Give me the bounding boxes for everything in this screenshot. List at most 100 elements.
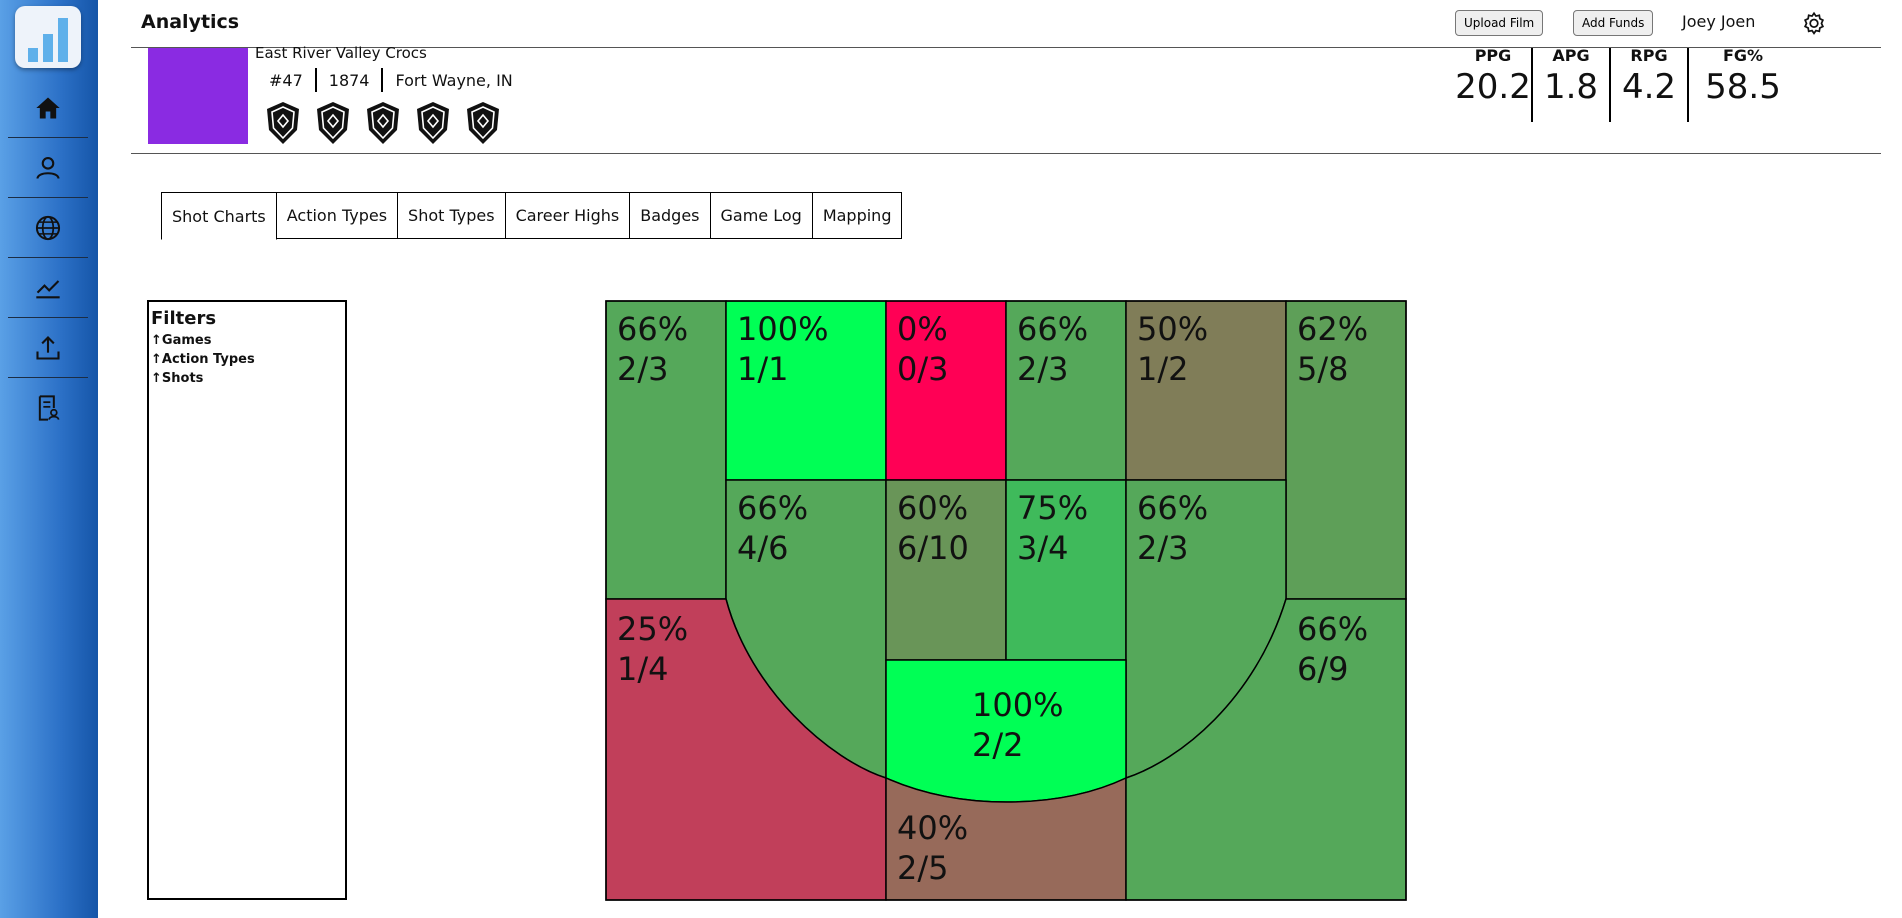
tab-career-highs[interactable]: Career Highs [504, 192, 631, 239]
stat-value: 1.8 [1543, 67, 1599, 107]
stat-value: 4.2 [1621, 67, 1677, 107]
arrow-up-icon: ↑ [151, 333, 162, 348]
filters-title: Filters [151, 308, 217, 329]
sidebar [0, 0, 98, 918]
zone-right-baseline-inner[interactable] [1005, 300, 1127, 481]
stat-ppg: PPG 20.2 [1455, 46, 1533, 122]
nav-profile[interactable] [8, 138, 88, 198]
app-logo[interactable] [15, 6, 81, 68]
badge-shield-icon[interactable] [463, 100, 503, 146]
stat-value: 20.2 [1455, 67, 1531, 107]
zone-ratio-label: 2/3 [617, 350, 669, 388]
page-title: Analytics [141, 11, 240, 33]
stat-rpg: RPG 4.2 [1611, 46, 1689, 122]
zone-pct-label: 25% [617, 610, 688, 648]
upload-film-button[interactable]: Upload Film [1455, 10, 1544, 36]
top-bar: Analytics Upload Film Add Funds Joey Joe… [131, 0, 1881, 48]
badge-list [263, 100, 503, 146]
badge-shield-icon[interactable] [363, 100, 403, 146]
zone-pct-label: 66% [617, 310, 688, 348]
report-icon [38, 395, 60, 421]
zone-ratio-label: 4/6 [737, 529, 789, 567]
filters-panel: Filters ↑Games ↑Action Types ↑Shots [147, 300, 347, 900]
filter-list: ↑Games ↑Action Types ↑Shots [151, 333, 343, 386]
player-profile: East River Valley Crocs #47 1874 Fort Wa… [131, 44, 1881, 154]
filter-label: Action Types [161, 352, 255, 367]
tab-bar: Shot Charts Action Types Shot Types Career … [161, 192, 903, 240]
filter-label: Shots [161, 371, 204, 386]
avatar [148, 48, 248, 144]
player-number: #47 [269, 70, 303, 90]
tab-action-types[interactable]: Action Types [275, 192, 399, 239]
zone-pct-label: 50% [1137, 310, 1208, 348]
add-funds-button[interactable]: Add Funds [1573, 10, 1654, 36]
stat-label: FG% [1722, 46, 1764, 65]
nav-analytics[interactable] [8, 258, 88, 318]
zone-pct-label: 66% [737, 489, 808, 527]
bar-chart-icon [28, 18, 68, 62]
zone-ratio-label: 3/4 [1017, 529, 1069, 567]
user-icon [36, 156, 60, 179]
stat-apg: APG 1.8 [1533, 46, 1611, 122]
zone-ratio-label: 6/9 [1297, 650, 1349, 688]
chart-line-icon [36, 279, 60, 298]
filter-label: Games [161, 333, 212, 348]
zone-top-key-three[interactable] [885, 776, 1127, 901]
zone-ratio-label: 2/2 [972, 726, 1024, 764]
arrow-up-icon: ↑ [151, 352, 162, 367]
nav-reports[interactable] [8, 378, 88, 438]
shot-chart: 66%2/3100%1/10%0/366%2/350%1/262%5/866%4… [605, 300, 1407, 901]
team-name: East River Valley Crocs [255, 44, 427, 62]
zone-pct-label: 66% [1017, 310, 1088, 348]
zone-paint-right[interactable] [1005, 479, 1127, 661]
badge-shield-icon[interactable] [263, 100, 303, 146]
upload-icon [36, 335, 60, 360]
arrow-up-icon: ↑ [151, 371, 162, 386]
zone-pct-label: 60% [897, 489, 968, 527]
tab-game-log[interactable]: Game Log [709, 192, 813, 239]
player-meta: #47 1874 Fort Wayne, IN [269, 68, 513, 92]
zone-ratio-label: 5/8 [1297, 350, 1349, 388]
player-year: 1874 [328, 70, 370, 90]
zone-ratio-label: 1/2 [1137, 350, 1189, 388]
stat-value: 58.5 [1705, 67, 1781, 107]
zone-right-corner-deep[interactable] [1285, 300, 1407, 600]
divider [314, 68, 317, 92]
zone-pct-label: 0% [897, 310, 948, 348]
filter-games[interactable]: ↑Games [151, 333, 343, 348]
zone-pct-label: 40% [897, 809, 968, 847]
zone-paint-left[interactable] [885, 479, 1007, 661]
divider [381, 68, 384, 92]
zone-right-wing-three[interactable] [1125, 598, 1407, 901]
zone-pct-label: 100% [737, 310, 828, 348]
gear-icon[interactable] [1801, 10, 1827, 36]
filter-shots[interactable]: ↑Shots [151, 371, 343, 386]
filter-action-types[interactable]: ↑Action Types [151, 352, 343, 367]
player-location: Fort Wayne, IN [395, 70, 513, 90]
tab-mapping[interactable]: Mapping [811, 192, 903, 239]
tab-shot-types[interactable]: Shot Types [397, 192, 506, 239]
globe-icon [35, 215, 61, 240]
zone-pct-label: 62% [1297, 310, 1368, 348]
stat-label: APG [1552, 46, 1590, 65]
username: Joey Joen [1682, 12, 1756, 31]
tab-badges[interactable]: Badges [629, 192, 711, 239]
zone-ratio-label: 2/5 [897, 849, 949, 887]
zone-ratio-label: 0/3 [897, 350, 949, 388]
zone-ratio-label: 2/3 [1017, 350, 1069, 388]
nav-global[interactable] [8, 198, 88, 258]
nav-home[interactable] [8, 78, 88, 138]
zone-ratio-label: 6/10 [897, 529, 969, 567]
stat-fg-pct: FG% 58.5 [1689, 46, 1797, 122]
zone-ratio-label: 1/1 [737, 350, 789, 388]
zone-ratio-label: 2/3 [1137, 529, 1189, 567]
zone-pct-label: 100% [972, 686, 1063, 724]
badge-shield-icon[interactable] [313, 100, 353, 146]
badge-shield-icon[interactable] [413, 100, 453, 146]
stat-label: RPG [1630, 46, 1668, 65]
home-icon [36, 97, 60, 118]
tab-shot-charts[interactable]: Shot Charts [161, 192, 277, 240]
nav-upload[interactable] [8, 318, 88, 378]
stats-summary: PPG 20.2 APG 1.8 RPG 4.2 FG% 58.5 [1455, 46, 1797, 122]
stat-label: PPG [1474, 46, 1512, 65]
